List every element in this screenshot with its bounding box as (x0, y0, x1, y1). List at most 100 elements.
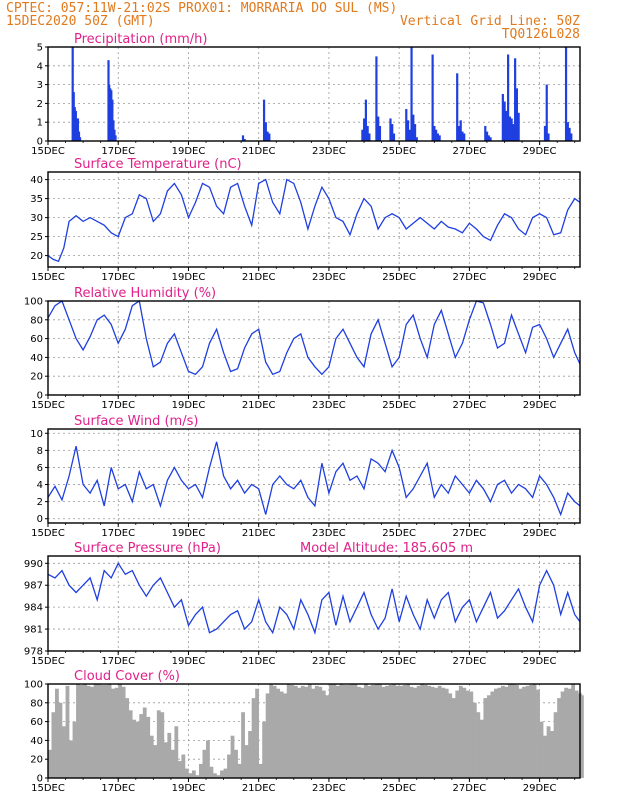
pressure-xtick-label: 29DEC (523, 656, 557, 667)
cloud-bar (360, 687, 365, 778)
cloud-bar (378, 684, 382, 778)
precip-ytick-label: 0 (37, 137, 43, 148)
wind-ytick-label: 2 (37, 497, 43, 508)
cloud-bar (191, 770, 196, 778)
cloud-bar (262, 721, 267, 778)
cloud-bar (462, 687, 467, 778)
precip-xtick-label: 25DEC (382, 146, 416, 157)
precip-bar (266, 131, 269, 141)
temp-ytick-label: 40 (30, 175, 43, 186)
cloud-bar (170, 749, 175, 778)
rh-ytick-label: 0 (37, 391, 43, 402)
cloud-bar (100, 684, 105, 778)
cloud-bar (522, 686, 526, 778)
wind-xtick-label: 29DEC (523, 528, 557, 539)
wind-ytick-label: 8 (37, 446, 43, 457)
cloud-bar (458, 685, 463, 778)
cloud-bar (184, 768, 189, 778)
pressure-annotation: Model Altitude: 185.605 m (300, 541, 473, 556)
precip-bar (505, 110, 508, 141)
cloud-bar (423, 684, 428, 778)
cloud-bar (571, 684, 576, 778)
cloud-bar (420, 684, 425, 778)
temp-xtick-label: 21DEC (242, 272, 276, 283)
precip-xtick-label: 23DEC (312, 146, 346, 157)
cloud-bar (413, 687, 418, 778)
precip-bar (543, 125, 547, 141)
cloud-bar (258, 763, 263, 778)
cloud-bar (65, 685, 70, 778)
cloud-bar (83, 684, 87, 778)
cloud-bar (469, 691, 474, 778)
precip-bar (368, 133, 371, 141)
precip-bar (489, 137, 492, 141)
precip-bar (459, 120, 462, 141)
cloud-bar (451, 698, 456, 778)
cloud-bar (255, 688, 259, 778)
cloud-bar (357, 686, 361, 778)
cloud-bar (395, 685, 400, 778)
cloud-bar (490, 691, 495, 778)
precip-bar (433, 125, 436, 141)
header-grid-note: Vertical Grid Line: 50Z (400, 14, 580, 29)
precip-bar (485, 131, 489, 141)
cloud-bar (381, 686, 386, 778)
precip-bar (410, 47, 413, 141)
cloud-bar (213, 773, 217, 778)
cloud-bar (202, 749, 207, 778)
cloud-xtick-label: 25DEC (382, 783, 416, 794)
precip-bar (262, 99, 266, 141)
cloud-bar (430, 686, 435, 778)
temp-line (47, 178, 581, 263)
cloud-bar (529, 684, 533, 778)
precip-bar (564, 47, 568, 141)
precip-xtick-label: 15DEC (31, 146, 65, 157)
cloud-bar (402, 684, 407, 778)
cloud-bar (346, 684, 351, 778)
cloud-bar (156, 710, 161, 778)
cloud-bar (321, 690, 326, 778)
cloud-bar (286, 684, 291, 778)
cloud-bar (132, 719, 137, 778)
cloud-bar (536, 689, 540, 778)
precip-bar (378, 125, 382, 141)
cloud-bar (128, 710, 133, 778)
cloud-panel: Cloud Cover (%) 0 20 40 60 80 100 15DEC 17DEC 19D… (24, 669, 584, 794)
precip-xtick-label: 29DEC (523, 146, 557, 157)
precip-bar (78, 137, 82, 141)
precip-xtick-label: 27DEC (453, 146, 487, 157)
precip-bar (487, 135, 490, 141)
cloud-bar (416, 685, 421, 778)
precip-bar (461, 131, 464, 141)
cloud-bar (62, 726, 66, 778)
cloud-bar (448, 693, 453, 778)
precip-bar (408, 129, 411, 141)
wind-ytick-label: 6 (37, 463, 43, 474)
precip-bar (508, 116, 511, 141)
cloud-bar (427, 685, 432, 778)
precip-bar (366, 125, 369, 141)
cloud-bar (511, 684, 516, 778)
pressure-xtick-label: 25DEC (382, 656, 416, 667)
precip-bar (377, 116, 380, 141)
cloud-bar (367, 685, 372, 778)
pressure-ytick-label: 984 (24, 603, 43, 614)
cloud-bar (160, 712, 165, 778)
wind-xtick-label: 19DEC (172, 528, 206, 539)
precip-bar (507, 54, 510, 141)
temp-xtick-label: 25DEC (382, 272, 416, 283)
cloud-bar (93, 684, 98, 778)
cloud-bar (69, 740, 73, 778)
header-model-id: TQ0126L028 (502, 27, 580, 42)
cloud-bar (279, 691, 284, 778)
cloud-bar (483, 698, 488, 778)
cloud-bar (251, 698, 256, 778)
pressure-ytick-label: 981 (24, 625, 43, 636)
pressure-line (47, 561, 581, 635)
temp-xtick-label: 23DEC (312, 272, 346, 283)
temp-title: Surface Temperature (nC) (74, 157, 242, 172)
precip-bar (517, 112, 520, 141)
precip-bar (375, 56, 378, 141)
cloud-bar (508, 684, 512, 778)
